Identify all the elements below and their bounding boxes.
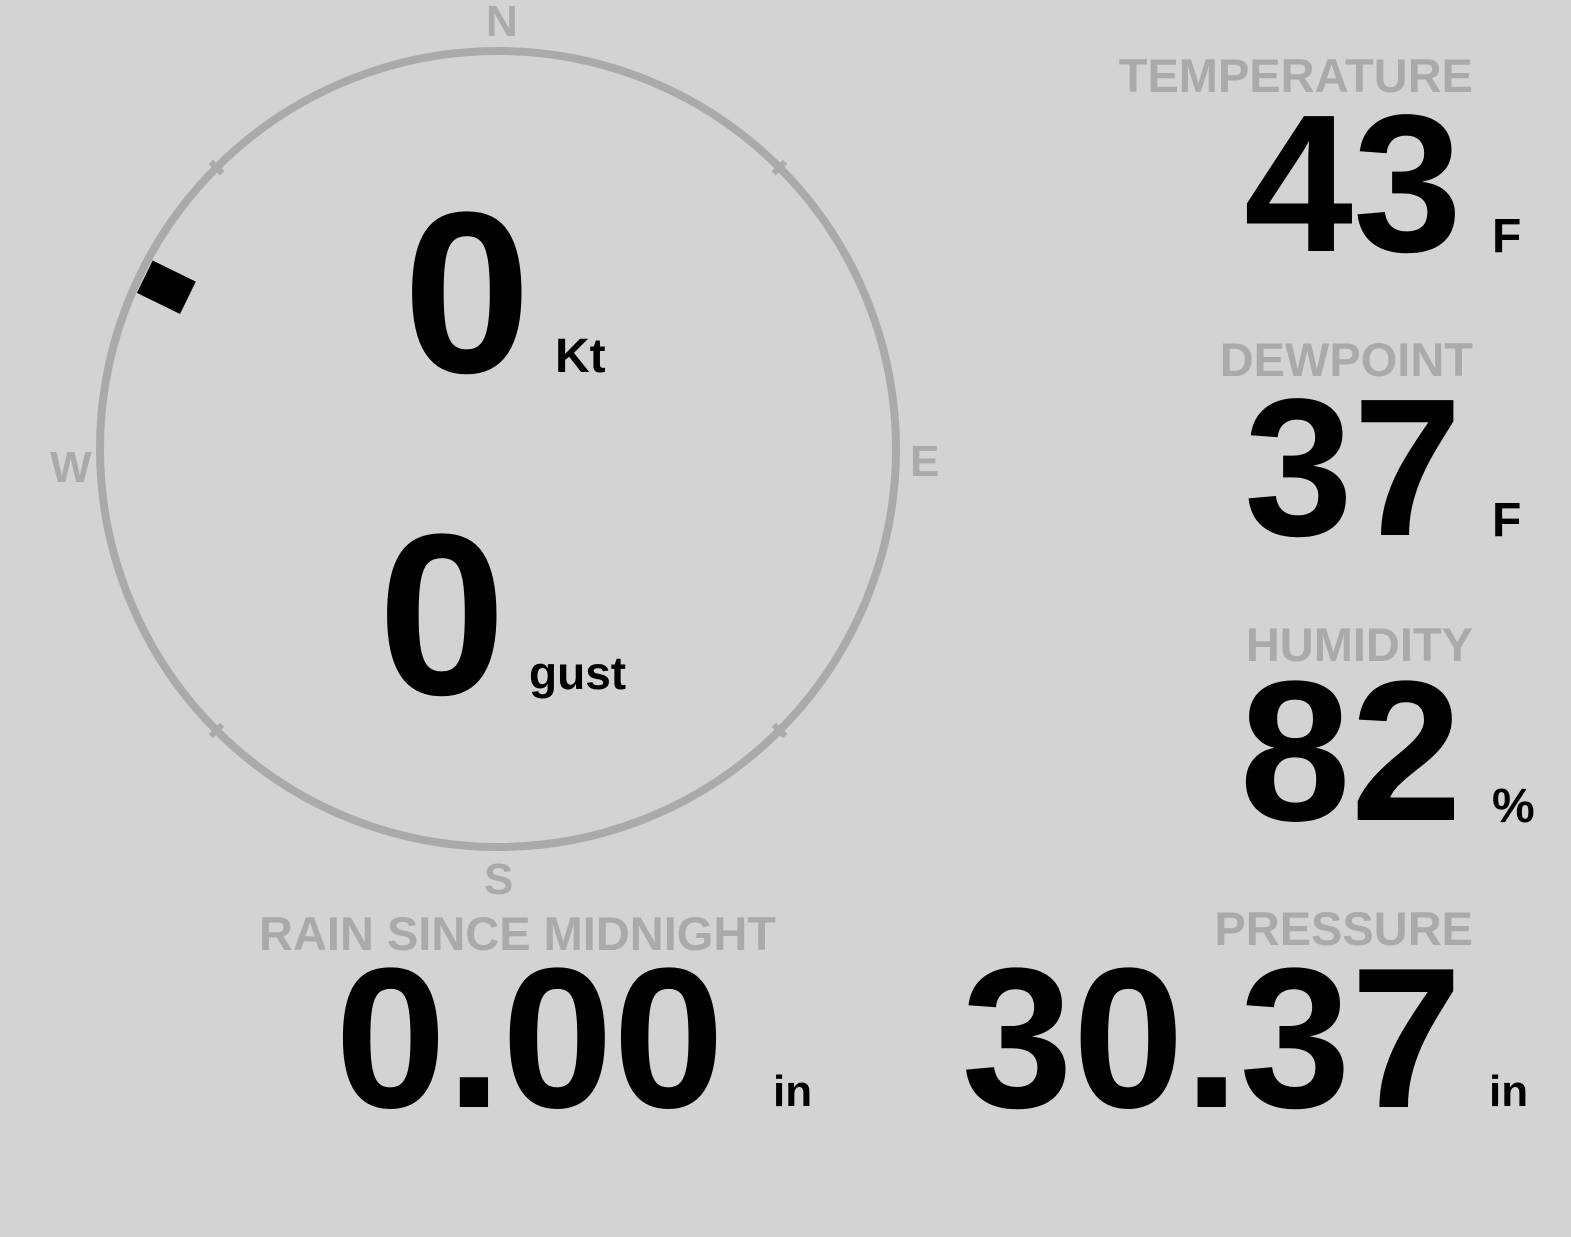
compass-east-label: E: [910, 437, 940, 486]
humidity-label: HUMIDITY: [1245, 618, 1473, 671]
dewpoint-value: 37: [1243, 358, 1462, 577]
wind-gust-unit: gust: [529, 647, 627, 699]
compass-south-label: S: [484, 855, 514, 904]
temperature-value: 43: [1243, 74, 1462, 293]
temperature-unit: F: [1492, 210, 1522, 263]
pressure-label: PRESSURE: [1214, 902, 1473, 955]
rain-label: RAIN SINCE MIDNIGHT: [259, 907, 776, 960]
pressure-unit: in: [1489, 1067, 1529, 1116]
compass-tick: [771, 159, 788, 176]
compass-tick: [208, 722, 225, 739]
wind-gust-value: 0: [378, 486, 506, 743]
dewpoint-unit: F: [1492, 494, 1522, 547]
pressure-value: 30.37: [961, 927, 1463, 1150]
compass-ticks: [208, 159, 788, 739]
dewpoint-label: DEWPOINT: [1219, 333, 1473, 386]
temperature-label: TEMPERATURE: [1118, 49, 1473, 102]
wind-speed-unit: Kt: [555, 330, 606, 383]
compass-tick: [771, 722, 788, 739]
humidity-unit: %: [1492, 780, 1535, 833]
humidity-value: 82: [1239, 640, 1462, 863]
compass-ring: [96, 47, 900, 851]
wind-direction-marker: [136, 260, 196, 314]
compass-west-label: W: [50, 443, 92, 492]
compass-north-label: N: [486, 0, 518, 46]
compass-tick: [208, 159, 225, 176]
wind-speed-value: 0: [403, 164, 531, 421]
rain-value: 0.00: [335, 927, 725, 1150]
rain-unit: in: [773, 1067, 813, 1116]
